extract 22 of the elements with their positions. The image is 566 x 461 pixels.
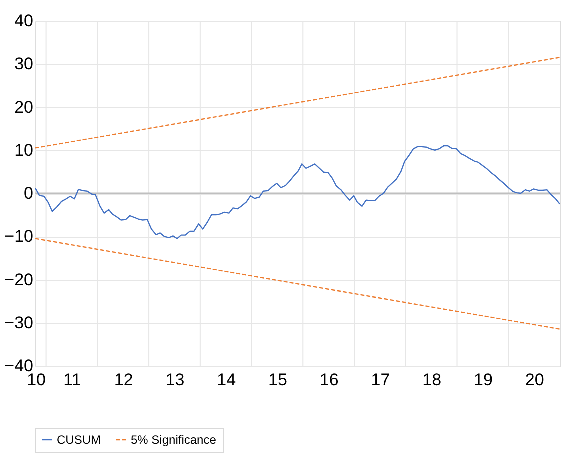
x-tick-label: 12 xyxy=(114,370,134,390)
legend-label: CUSUM xyxy=(57,433,101,447)
y-tick-label: 40 xyxy=(14,12,34,30)
legend-label: 5% Significance xyxy=(131,433,217,447)
x-tick-label: 13 xyxy=(166,370,185,390)
x-tick-label: 16 xyxy=(320,370,339,390)
x-tick-label: 20 xyxy=(525,370,544,390)
x-tick-label: 10 xyxy=(27,370,46,390)
y-tick-label: 20 xyxy=(14,98,34,117)
y-tick-label: −20 xyxy=(4,270,34,290)
x-tick-label: 19 xyxy=(474,370,493,390)
x-tick-label: 18 xyxy=(422,370,442,390)
x-tick-label: 15 xyxy=(268,370,288,390)
x-tick-label: 11 xyxy=(64,370,82,390)
x-tick-label: 17 xyxy=(371,370,390,390)
y-tick-label: 10 xyxy=(14,140,34,160)
x-tick-label: 14 xyxy=(217,370,236,390)
y-tick-label: −10 xyxy=(4,227,34,246)
y-tick-label: 30 xyxy=(14,54,34,74)
line-series xyxy=(34,145,561,240)
y-tick-label: −30 xyxy=(4,313,34,332)
y-tick-label: 0 xyxy=(24,184,34,203)
